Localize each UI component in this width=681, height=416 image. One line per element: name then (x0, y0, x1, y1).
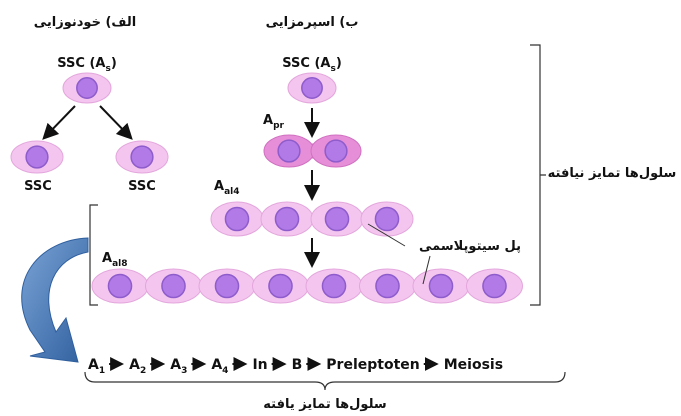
nucleus (224, 206, 250, 232)
nucleus (324, 139, 348, 163)
sequence-item: A3 (170, 357, 187, 376)
nucleus (482, 273, 507, 299)
nucleus (324, 206, 350, 232)
stage-sub: pr (273, 121, 284, 131)
stage-sub: al4 (224, 187, 239, 197)
nucleus (268, 273, 293, 299)
sequence: A1 A2 A3 A4 In B Preleptoten Meiosis (88, 357, 503, 376)
sequence-item: B (292, 357, 303, 373)
sequence-item: In (252, 357, 267, 373)
nucleus (301, 77, 323, 99)
stage-base: A (102, 251, 112, 266)
sequence-item: Preleptoten (326, 357, 419, 373)
arrow (99, 105, 133, 140)
sequence-base: A (211, 357, 222, 373)
ssc-sub: s (105, 64, 110, 74)
sequence-item: A2 (129, 357, 146, 376)
undifferentiated-label: سلول‌ها تمایز نیافته (548, 166, 677, 181)
ssc-label: SSC (As) (282, 56, 342, 74)
cells (10, 72, 523, 304)
nucleus (25, 145, 49, 169)
stage-sub: al8 (112, 259, 127, 269)
daughter-label: SSC (24, 179, 52, 194)
nucleus (214, 273, 240, 299)
sequence-sub: 3 (181, 366, 187, 376)
sequence-sub: 2 (140, 366, 146, 376)
stage-base: A (214, 179, 224, 194)
stage-base: A (263, 113, 273, 128)
bridge-label: پل سیتوپلاسمی (419, 239, 521, 254)
bridge-pointer (422, 255, 431, 285)
stage-label: Aal4 (214, 179, 239, 197)
sequence-base: A (170, 357, 181, 373)
sequence-base: A (88, 357, 99, 373)
ssc-label: SSC (As) (57, 56, 117, 74)
curved-arrow (21, 237, 89, 363)
nucleus (277, 139, 301, 163)
nucleus (375, 273, 400, 299)
daughter-label: SSC (128, 179, 156, 194)
ssc-end: ) (111, 56, 117, 71)
sequence-item: Meiosis (444, 357, 503, 373)
ssc-end: ) (336, 56, 342, 71)
sequence-base: A (129, 357, 140, 373)
nucleus (161, 273, 186, 299)
title-spermatogenesis: ب) اسپرمزایی (266, 15, 359, 30)
nucleus (107, 273, 133, 299)
right-bracket (530, 44, 546, 306)
nucleus (374, 206, 400, 232)
arrow (42, 105, 76, 140)
sequence-sub: 4 (222, 366, 228, 376)
ssc-sub: s (330, 64, 335, 74)
sequence-item: A4 (211, 357, 228, 376)
title-self-renewal: الف) خودنوزایی (34, 15, 136, 30)
ssc-text: SSC (A (282, 56, 330, 71)
nucleus (76, 77, 98, 99)
stage-label: Aal8 (102, 251, 127, 269)
left-bracket (89, 204, 98, 306)
ssc-text: SSC (A (57, 56, 105, 71)
sequence-item: A1 (88, 357, 105, 376)
differentiated-label: سلول‌ها تمایز یافته (263, 397, 386, 412)
nucleus (130, 145, 154, 169)
bottom-brace (84, 371, 566, 391)
stage-label: Apr (263, 113, 285, 131)
nucleus (428, 273, 454, 299)
nucleus (274, 206, 300, 232)
sequence-sub: 1 (99, 366, 105, 376)
nucleus (321, 273, 347, 299)
bridge-pointer (367, 223, 406, 247)
